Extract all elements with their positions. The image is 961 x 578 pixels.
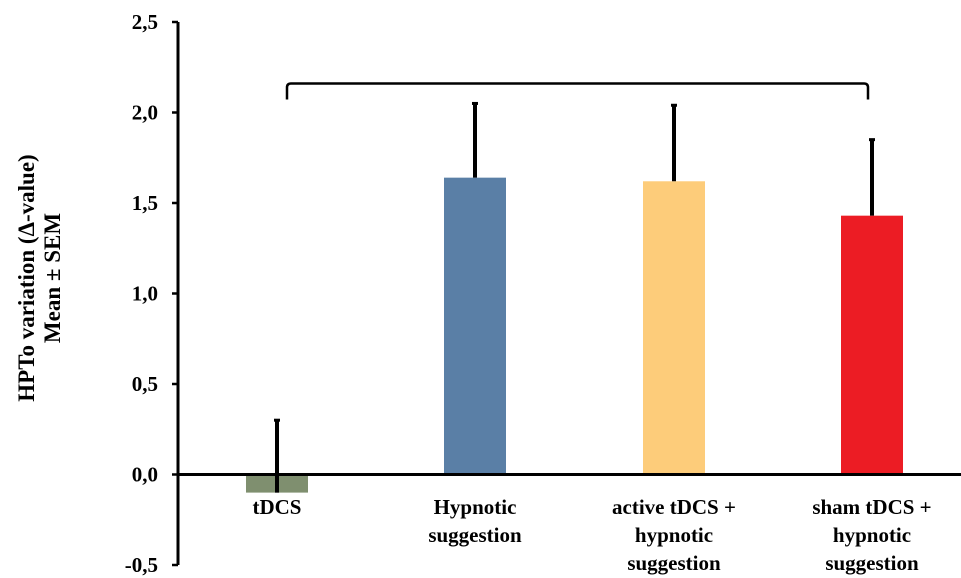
- y-axis: -0,5 0,0 0,5 1,0 1,5 2,0 2,5: [125, 10, 180, 577]
- error-bars-group: [274, 101, 875, 493]
- category-label: tDCS: [252, 495, 301, 519]
- category-label: Hypnotic suggestion: [428, 495, 522, 547]
- y-tick-label: 1,5: [132, 191, 158, 215]
- y-tick-label: 2,0: [132, 101, 158, 125]
- category-label-line: hypnotic: [833, 523, 911, 547]
- category-label: active tDCS + hypnotic suggestion: [612, 495, 736, 575]
- category-label: sham tDCS + hypnotic suggestion: [812, 495, 931, 575]
- significance-bracket: [285, 82, 870, 100]
- y-axis-title: HPTo variation (Δ-value) Mean ± SEM: [14, 154, 65, 401]
- y-tick-label: 0,5: [132, 372, 158, 396]
- category-label-line: suggestion: [627, 551, 721, 575]
- bar: [444, 177, 506, 475]
- y-axis-title-line: Mean ± SEM: [40, 213, 65, 343]
- y-tick-label: -0,5: [125, 553, 158, 577]
- category-label-line: sham tDCS +: [812, 495, 931, 519]
- bar: [841, 215, 903, 475]
- y-tick-label: 0,0: [132, 463, 158, 487]
- category-label-line: tDCS: [252, 495, 301, 519]
- category-labels: tDCS Hypnotic suggestion active tDCS + hypno…: [252, 495, 931, 575]
- category-label-line: active tDCS +: [612, 495, 736, 519]
- bracket-line: [285, 82, 870, 100]
- category-label-line: suggestion: [428, 523, 522, 547]
- bar: [643, 181, 705, 475]
- y-tick-label: 2,5: [132, 10, 158, 34]
- category-label-line: hypnotic: [635, 523, 713, 547]
- y-axis-title-line: HPTo variation (Δ-value): [14, 154, 39, 401]
- bars-group: [246, 177, 903, 493]
- category-label-line: Hypnotic: [434, 495, 517, 519]
- category-label-line: suggestion: [825, 551, 919, 575]
- y-tick-label: 1,0: [132, 282, 158, 306]
